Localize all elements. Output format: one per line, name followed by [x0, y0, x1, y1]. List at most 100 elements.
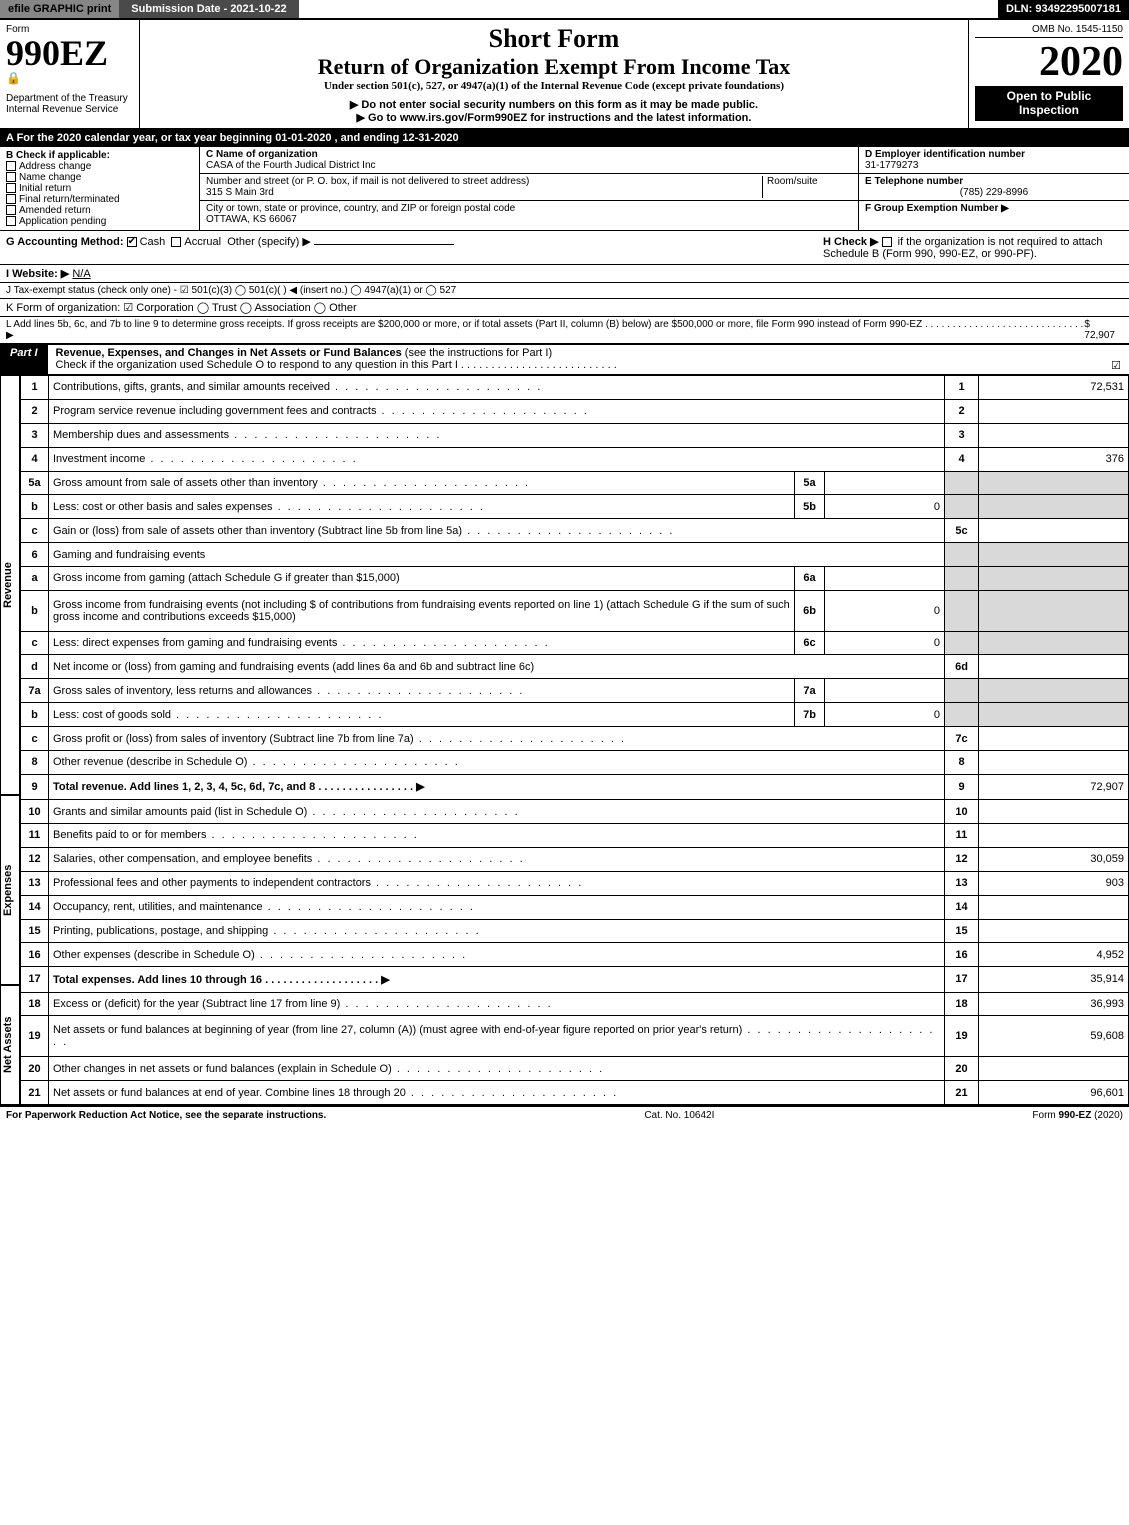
- dept-treasury: Department of the Treasury: [6, 93, 133, 104]
- row-k-formorg: K Form of organization: ☑ Corporation ◯ …: [0, 299, 1129, 317]
- ein-value: 31-1779273: [865, 160, 1123, 171]
- room-suite-label: Room/suite: [762, 176, 852, 198]
- g-label: G Accounting Method:: [6, 236, 124, 248]
- page-footer: For Paperwork Reduction Act Notice, see …: [0, 1105, 1129, 1124]
- submission-date: Submission Date - 2021-10-22: [119, 0, 298, 18]
- side-revenue: Revenue: [0, 375, 20, 795]
- tel-label: E Telephone number: [865, 176, 1123, 187]
- i-label: I Website: ▶: [6, 268, 69, 280]
- chk-application-pending[interactable]: Application pending: [6, 216, 193, 227]
- city-label: City or town, state or province, country…: [206, 203, 852, 214]
- tel-row: E Telephone number (785) 229-8996: [859, 174, 1129, 201]
- row-a-taxyear: A For the 2020 calendar year, or tax yea…: [0, 130, 1129, 147]
- line-6c: c Less: direct expenses from gaming and …: [21, 631, 1129, 655]
- ein-label: D Employer identification number: [865, 149, 1123, 160]
- row-l-amount: $ 72,907: [1084, 319, 1123, 341]
- line-6b: b Gross income from fundraising events (…: [21, 590, 1129, 631]
- h-label: H Check ▶: [823, 236, 879, 248]
- form-number: 990EZ: [6, 35, 133, 71]
- line-14: 14 Occupancy, rent, utilities, and maint…: [21, 895, 1129, 919]
- part-i-header: Part I Revenue, Expenses, and Changes in…: [0, 345, 1129, 375]
- chk-address-change[interactable]: Address change: [6, 161, 193, 172]
- footer-mid: Cat. No. 10642I: [644, 1110, 714, 1121]
- omb-number: OMB No. 1545-1150: [975, 24, 1123, 38]
- accounting-method: G Accounting Method: Cash Accrual Other …: [6, 235, 454, 260]
- line-5a: 5a Gross amount from sale of assets othe…: [21, 471, 1129, 495]
- line-7a: 7a Gross sales of inventory, less return…: [21, 679, 1129, 703]
- part-i-title: Revenue, Expenses, and Changes in Net As…: [48, 345, 1129, 374]
- line-2: 2 Program service revenue including gove…: [21, 399, 1129, 423]
- line-21: 21 Net assets or fund balances at end of…: [21, 1081, 1129, 1105]
- footer-right: Form 990-EZ (2020): [1032, 1110, 1123, 1121]
- line-6d: d Net income or (loss) from gaming and f…: [21, 655, 1129, 679]
- line-7c: c Gross profit or (loss) from sales of i…: [21, 727, 1129, 751]
- side-netassets: Net Assets: [0, 985, 20, 1105]
- other-input[interactable]: [314, 244, 454, 245]
- goto-note: ▶ Go to www.irs.gov/Form990EZ for instru…: [146, 111, 962, 124]
- footer-left: For Paperwork Reduction Act Notice, see …: [6, 1110, 326, 1121]
- chk-initial-return[interactable]: Initial return: [6, 183, 193, 194]
- line-1: 1 Contributions, gifts, grants, and simi…: [21, 376, 1129, 400]
- group-label: F Group Exemption Number ▶: [865, 203, 1009, 214]
- dln-label: DLN: 93492295007181: [1006, 3, 1121, 15]
- line-11: 11 Benefits paid to or for members 11: [21, 824, 1129, 848]
- line-8: 8 Other revenue (describe in Schedule O)…: [21, 750, 1129, 774]
- line-4: 4 Investment income 4 376: [21, 447, 1129, 471]
- row-j-status: J Tax-exempt status (check only one) - ☑…: [0, 283, 1129, 299]
- irs-label: Internal Revenue Service: [6, 104, 133, 115]
- row-i-website: I Website: ▶ N/A: [0, 265, 1129, 283]
- group-exemption-row: F Group Exemption Number ▶: [859, 201, 1129, 216]
- short-form-title: Short Form: [146, 24, 962, 54]
- box-b-label: B Check if applicable:: [6, 150, 193, 161]
- ein-row: D Employer identification number 31-1779…: [859, 147, 1129, 174]
- lock-icon: 🔒: [6, 71, 133, 85]
- city-value: OTTAWA, KS 66067: [206, 214, 852, 225]
- line-6a: a Gross income from gaming (attach Sched…: [21, 567, 1129, 591]
- line-15: 15 Printing, publications, postage, and …: [21, 919, 1129, 943]
- line-7b: b Less: cost of goods sold 7b 0: [21, 703, 1129, 727]
- line-6: 6 Gaming and fundraising events: [21, 543, 1129, 567]
- chk-h[interactable]: [882, 237, 892, 247]
- section-bcd: B Check if applicable: Address change Na…: [0, 147, 1129, 231]
- side-expenses: Expenses: [0, 795, 20, 985]
- line-13: 13 Professional fees and other payments …: [21, 871, 1129, 895]
- row-h: H Check ▶ if the organization is not req…: [823, 235, 1123, 260]
- box-b: B Check if applicable: Address change Na…: [0, 147, 200, 230]
- line-16: 16 Other expenses (describe in Schedule …: [21, 943, 1129, 967]
- line-3: 3 Membership dues and assessments 3: [21, 423, 1129, 447]
- tel-value: (785) 229-8996: [865, 187, 1123, 198]
- chk-final-return[interactable]: Final return/terminated: [6, 194, 193, 205]
- row-l-text: L Add lines 5b, 6c, and 7b to line 9 to …: [6, 319, 1084, 341]
- dln: DLN: 93492295007181: [998, 0, 1129, 18]
- line-9: 9 Total revenue. Add lines 1, 2, 3, 4, 5…: [21, 774, 1129, 799]
- form-title-cell: Short Form Return of Organization Exempt…: [140, 20, 969, 128]
- form-id-cell: Form 990EZ 🔒 Department of the Treasury …: [0, 20, 140, 128]
- line-20: 20 Other changes in net assets or fund b…: [21, 1057, 1129, 1081]
- part-i-checkmark: ☑: [1111, 359, 1121, 372]
- city-row: City or town, state or province, country…: [200, 201, 858, 227]
- street-label: Number and street (or P. O. box, if mail…: [206, 176, 762, 187]
- chk-cash[interactable]: [127, 237, 137, 247]
- chk-amended[interactable]: Amended return: [6, 205, 193, 216]
- line-5c: c Gain or (loss) from sale of assets oth…: [21, 519, 1129, 543]
- chk-name-change[interactable]: Name change: [6, 172, 193, 183]
- part-i-check-note: Check if the organization used Schedule …: [56, 359, 617, 372]
- line-12: 12 Salaries, other compensation, and emp…: [21, 847, 1129, 871]
- open-to-public: Open to Public Inspection: [975, 86, 1123, 121]
- year-cell: OMB No. 1545-1150 2020 Open to Public In…: [969, 20, 1129, 128]
- street-row: Number and street (or P. O. box, if mail…: [200, 174, 858, 201]
- org-name: CASA of the Fourth Judical District Inc: [206, 160, 852, 171]
- box-c: C Name of organization CASA of the Fourt…: [200, 147, 859, 230]
- line-17: 17 Total expenses. Add lines 10 through …: [21, 967, 1129, 992]
- row-g-h: G Accounting Method: Cash Accrual Other …: [0, 231, 1129, 265]
- ssn-note: ▶ Do not enter social security numbers o…: [146, 98, 962, 111]
- efile-print[interactable]: efile GRAPHIC print: [0, 0, 119, 18]
- org-name-row: C Name of organization CASA of the Fourt…: [200, 147, 858, 174]
- topbar: efile GRAPHIC print Submission Date - 20…: [0, 0, 1129, 20]
- form-header: Form 990EZ 🔒 Department of the Treasury …: [0, 20, 1129, 130]
- efile-label: efile GRAPHIC print: [8, 3, 111, 15]
- tax-year: 2020: [975, 38, 1123, 86]
- chk-accrual[interactable]: [171, 237, 181, 247]
- line-10: 10 Grants and similar amounts paid (list…: [21, 800, 1129, 824]
- row-l-gross: L Add lines 5b, 6c, and 7b to line 9 to …: [0, 317, 1129, 345]
